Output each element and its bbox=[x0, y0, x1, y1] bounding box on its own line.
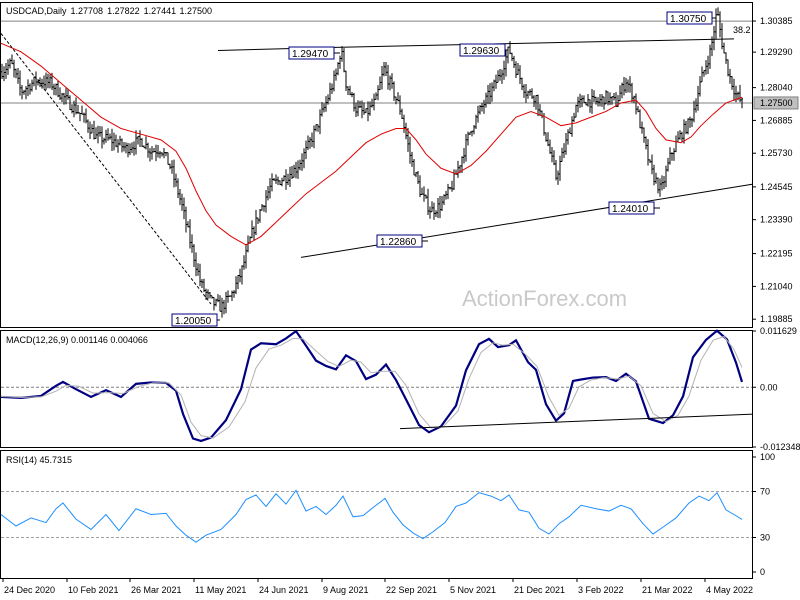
price-title: USDCAD,Daily 1.27708 1.27822 1.27441 1.27500 bbox=[6, 6, 212, 16]
trendline-4 bbox=[0, 33, 212, 305]
rsi-panel-frame bbox=[0, 450, 753, 579]
callout-label: 1.29470 bbox=[292, 49, 329, 60]
date-tick-label: 10 Feb 2021 bbox=[68, 585, 119, 595]
date-tick-label: 21 Mar 2022 bbox=[642, 585, 693, 595]
price-tick-label: 1.22195 bbox=[760, 249, 793, 259]
callout-1.22860: 1.22860 bbox=[376, 234, 428, 248]
price-tick-label: 1.19885 bbox=[760, 314, 793, 324]
price-tick-label: 1.21040 bbox=[760, 281, 793, 291]
callout-1.20050: 1.20050 bbox=[171, 313, 220, 327]
price-tick-label: 1.25730 bbox=[760, 148, 793, 158]
ohlc-open: 1.27708 bbox=[71, 6, 104, 16]
macd-trendline bbox=[399, 413, 754, 430]
date-tick-label: 26 Mar 2021 bbox=[131, 585, 182, 595]
price-callout-group: 1.30750 1.29470 1.29630 1.24010 1.22860 1.200… bbox=[171, 11, 716, 327]
ohlc-low: 1.27441 bbox=[144, 6, 177, 16]
price-tick-label: 1.26885 bbox=[760, 115, 793, 125]
price-axis-labels: 1.30385 1.29290 1.28040 1.26885 1.25730 1.245… bbox=[752, 16, 799, 324]
trendline-group bbox=[0, 33, 754, 305]
rsi-tick-label: 70 bbox=[760, 487, 770, 497]
rsi-tick-label: 30 bbox=[760, 533, 770, 543]
date-tick-label: 24 Jun 2021 bbox=[259, 585, 309, 595]
rsi-group: 100 70 30 0 bbox=[0, 452, 775, 577]
macd-tick-label: 0.00 bbox=[760, 382, 778, 392]
price-panel-frame bbox=[0, 2, 753, 328]
callout-1.29470: 1.29470 bbox=[288, 46, 340, 60]
price-tick-label: 1.30385 bbox=[760, 16, 793, 26]
macd-tick-label: -0.012348 bbox=[760, 442, 800, 452]
macd-signal-line bbox=[0, 335, 743, 439]
date-tick-label: 24 Dec 2020 bbox=[4, 585, 55, 595]
date-tick-label: 21 Dec 2021 bbox=[514, 585, 565, 595]
price-reference-lines bbox=[1, 20, 752, 104]
macd-tick-label: 0.011629 bbox=[760, 326, 797, 336]
price-symbol: USDCAD,Daily bbox=[6, 6, 67, 16]
moving-average-group bbox=[0, 42, 743, 246]
date-tick-label: 5 Nov 2021 bbox=[450, 585, 496, 595]
watermark-text: ActionForex.com bbox=[462, 286, 627, 311]
callout-1.30750: 1.30750 bbox=[666, 11, 716, 25]
current-price-label: 1.27500 bbox=[760, 98, 793, 108]
price-tick-label: 1.28040 bbox=[760, 83, 793, 93]
callout-label: 1.30750 bbox=[670, 14, 707, 25]
ohlc-close: 1.27500 bbox=[179, 6, 212, 16]
callout-label: 1.20050 bbox=[175, 316, 212, 327]
rsi-line bbox=[0, 489, 743, 543]
trendline-3 bbox=[300, 183, 754, 258]
macd-group: 0.011629 0.00 -0.012348 bbox=[0, 326, 800, 452]
rsi-tick-label: 0 bbox=[760, 567, 765, 577]
date-tick-label: 9 Aug 2021 bbox=[323, 585, 369, 595]
date-tick-label: 3 Feb 2022 bbox=[578, 585, 624, 595]
rsi-title: RSI(14) 45.7315 bbox=[6, 455, 72, 465]
callout-label: 1.29630 bbox=[463, 46, 500, 57]
callout-1.29630: 1.29630 bbox=[459, 43, 508, 57]
ohlc-high: 1.27822 bbox=[107, 6, 140, 16]
price-tick-label: 1.29290 bbox=[760, 47, 793, 57]
price-tick-label: 1.23390 bbox=[760, 215, 793, 225]
callout-label: 1.22860 bbox=[380, 237, 417, 248]
date-axis: 24 Dec 2020 10 Feb 2021 26 Mar 2021 11 May … bbox=[2, 578, 753, 595]
current-price-box bbox=[753, 96, 799, 110]
rsi-tick-label: 100 bbox=[760, 452, 775, 462]
trendline-2 bbox=[340, 38, 735, 48]
fib-label: 38.2 bbox=[733, 25, 751, 35]
macd-panel-frame bbox=[0, 330, 753, 448]
callout-1.24010: 1.24010 bbox=[608, 201, 660, 215]
date-tick-label: 4 May 2022 bbox=[706, 585, 753, 595]
date-tick-label: 22 Sep 2021 bbox=[386, 585, 437, 595]
callout-label: 1.24010 bbox=[612, 204, 649, 215]
moving-average-line bbox=[0, 42, 743, 246]
price-tick-label: 1.24545 bbox=[760, 182, 793, 192]
macd-title: MACD(12,26,9) 0.001146 0.004066 bbox=[6, 335, 148, 345]
date-tick-label: 11 May 2021 bbox=[195, 585, 246, 595]
price-bars bbox=[1, 7, 743, 318]
